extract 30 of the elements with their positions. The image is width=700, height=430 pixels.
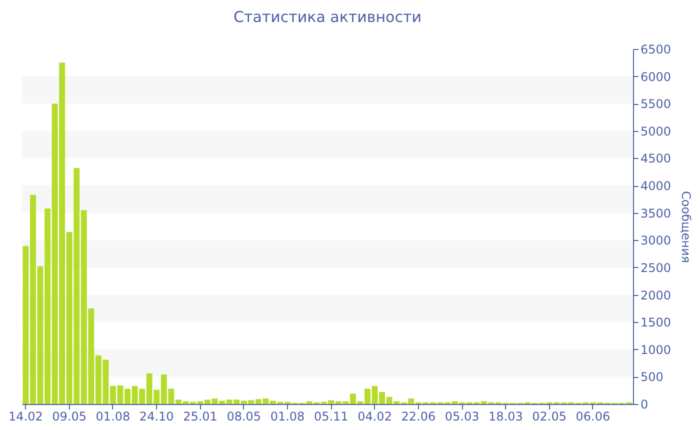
y-tick-label: 1000 bbox=[640, 342, 672, 357]
y-tick-label: 0 bbox=[640, 398, 648, 412]
x-tick-label: 08.05 bbox=[226, 410, 262, 424]
x-tick-label: 05.03 bbox=[444, 410, 480, 424]
x-tick-label: 14.02 bbox=[8, 410, 43, 424]
y-tick-label: 3000 bbox=[640, 234, 672, 248]
y-tick-label: 4000 bbox=[640, 179, 672, 194]
x-tick-label: 22.06 bbox=[401, 410, 436, 424]
x-tick-label: 09.05 bbox=[52, 410, 87, 424]
x-tick-label: 05.11 bbox=[314, 410, 348, 424]
x-tick-label: 24.10 bbox=[139, 410, 174, 424]
x-tick-label: 02.05 bbox=[532, 410, 566, 424]
y-tick-label: 2500 bbox=[640, 260, 672, 275]
x-tick-label: 06.06 bbox=[576, 410, 610, 424]
y-tick-label: 6000 bbox=[640, 70, 672, 84]
y-tick-label: 4500 bbox=[640, 152, 672, 166]
x-tick-label: 01.08 bbox=[96, 410, 130, 424]
y-tick-label: 1500 bbox=[640, 316, 672, 330]
y-tick-label: 5500 bbox=[640, 97, 672, 112]
x-tick-label: 18.03 bbox=[488, 410, 523, 424]
x-tick-label: 04.02 bbox=[358, 410, 392, 424]
x-tick-label: 25.01 bbox=[183, 410, 218, 424]
y-tick-label: 500 bbox=[640, 370, 664, 384]
chart-title: Статистика активности bbox=[234, 8, 422, 26]
x-tick-label: 01.08 bbox=[270, 410, 305, 424]
y-tick-label: 3500 bbox=[640, 206, 672, 220]
y-axis-title: Сообщения bbox=[679, 190, 694, 264]
y-tick-label: 5000 bbox=[640, 124, 672, 138]
y-tick-label: 2000 bbox=[640, 288, 672, 302]
y-tick-label: 6500 bbox=[640, 42, 672, 56]
